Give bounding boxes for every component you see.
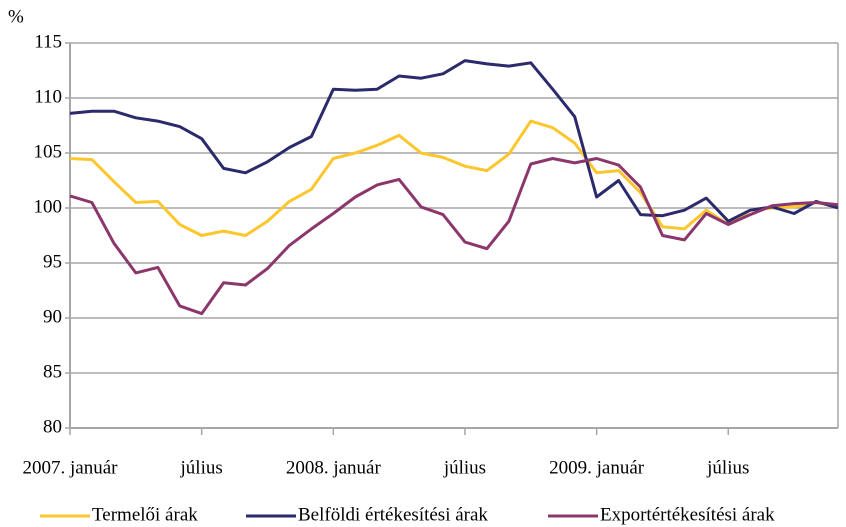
x-tick-label: július: [443, 457, 486, 478]
y-tick-label: 100: [34, 196, 63, 217]
x-tick-label: július: [706, 457, 749, 478]
x-tick-label: 2007. január: [23, 457, 119, 478]
x-tick-label: július: [180, 457, 223, 478]
y-tick-label: 95: [43, 251, 62, 272]
legend-label: Termelői árak: [92, 504, 198, 525]
y-tick-label: 80: [43, 416, 62, 437]
y-axis-unit: %: [8, 6, 24, 27]
y-tick-label: 85: [43, 361, 62, 382]
x-tick-label: 2009. január: [549, 457, 645, 478]
series-line: [69, 119, 839, 237]
y-tick-label: 90: [43, 306, 62, 327]
y-tick-label: 105: [34, 141, 63, 162]
legend-label: Belföldi értékesítési árak: [298, 504, 488, 525]
y-tick-label: 115: [34, 31, 62, 52]
series-line: [69, 59, 839, 223]
legend-label: Exportértékesítési árak: [600, 504, 775, 525]
y-tick-label: 110: [34, 86, 62, 107]
series-line: [69, 157, 839, 316]
x-tick-label: 2008. január: [286, 457, 382, 478]
